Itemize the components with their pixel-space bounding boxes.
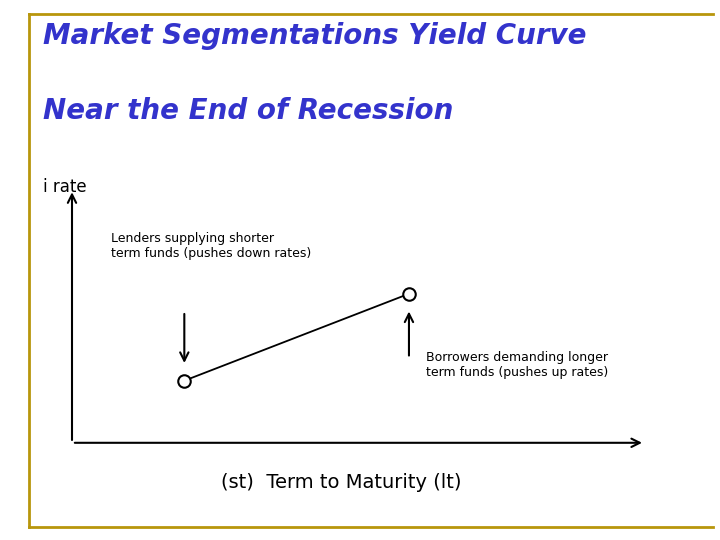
Text: Near the End of Recession: Near the End of Recession <box>43 97 454 125</box>
Text: i rate: i rate <box>43 178 87 196</box>
Text: Borrowers demanding longer
term funds (pushes up rates): Borrowers demanding longer term funds (p… <box>426 351 608 379</box>
Text: Market Segmentations Yield Curve: Market Segmentations Yield Curve <box>43 22 587 50</box>
Text: Lenders supplying shorter
term funds (pushes down rates): Lenders supplying shorter term funds (pu… <box>112 232 312 260</box>
Text: (st)  Term to Maturity (lt): (st) Term to Maturity (lt) <box>221 472 462 491</box>
